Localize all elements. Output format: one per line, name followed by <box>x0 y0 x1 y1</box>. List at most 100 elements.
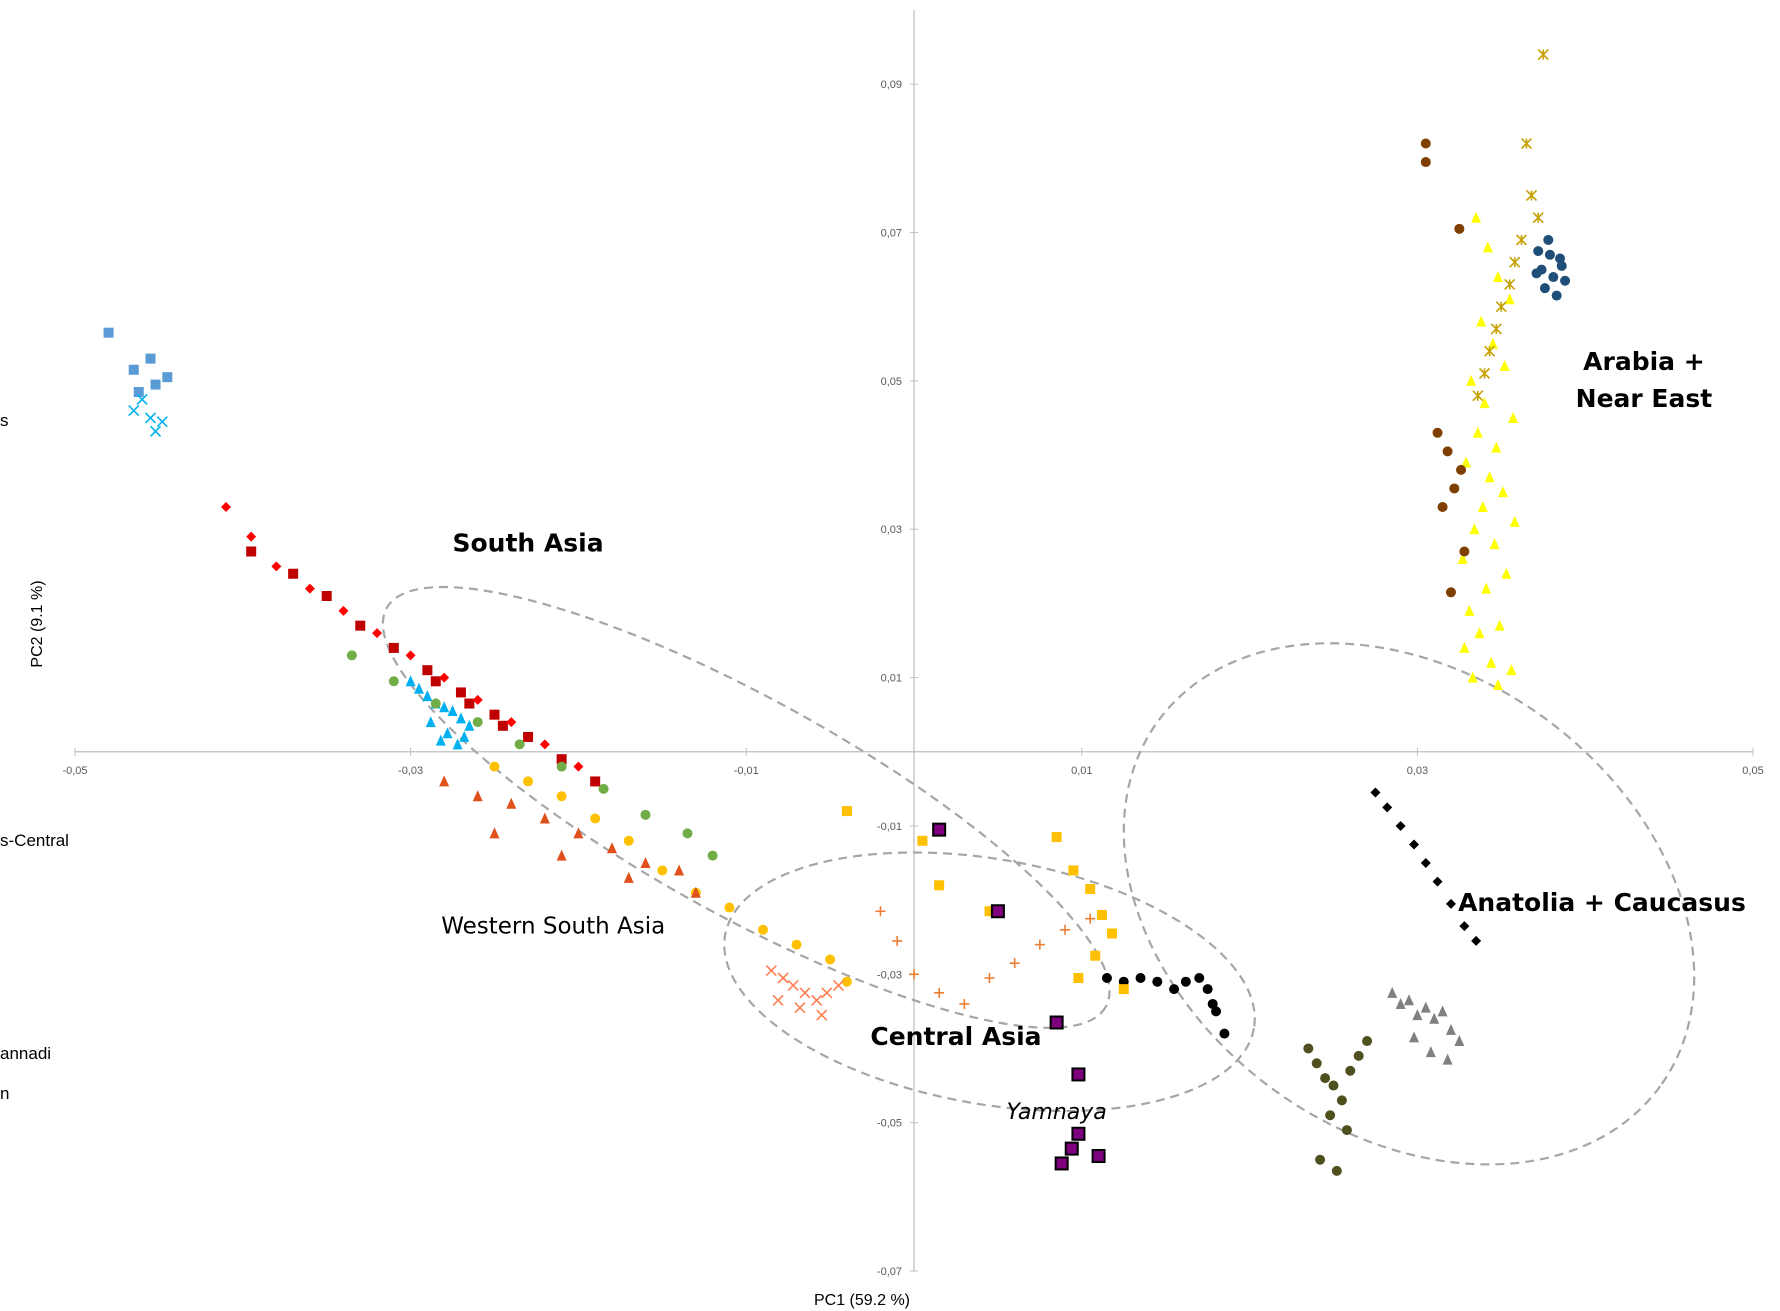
data-point <box>624 836 634 846</box>
data-point <box>985 973 995 983</box>
data-point <box>146 354 156 364</box>
annotation-label: Yamnaya <box>1006 1100 1106 1125</box>
data-point <box>825 954 835 964</box>
x-tick-label: 0,05 <box>1742 765 1763 777</box>
data-point <box>1438 502 1448 512</box>
data-point <box>773 995 783 1005</box>
data-point <box>246 546 256 556</box>
data-point <box>992 905 1004 917</box>
data-point <box>1496 302 1506 312</box>
data-point <box>523 732 533 742</box>
data-point <box>1501 568 1511 579</box>
data-point <box>515 739 525 749</box>
data-point <box>1500 360 1510 371</box>
data-point <box>1056 1157 1068 1169</box>
data-point <box>1478 501 1488 512</box>
data-point <box>1370 788 1380 798</box>
data-point <box>892 936 902 946</box>
ellipse-western-south-asia <box>334 514 1157 1101</box>
data-point <box>246 532 256 542</box>
data-point <box>1052 832 1062 842</box>
data-point <box>795 1003 805 1013</box>
annotation-label: South Asia <box>453 528 604 557</box>
data-point <box>792 940 802 950</box>
data-point <box>909 969 919 979</box>
data-point <box>590 814 600 824</box>
data-point <box>1072 1128 1084 1140</box>
data-point <box>817 1010 827 1020</box>
data-point <box>1454 224 1464 234</box>
region-annotations: South AsiaArabia +Near EastWestern South… <box>441 347 1746 1125</box>
data-point <box>1421 1002 1431 1013</box>
data-point <box>1471 212 1481 223</box>
data-point <box>1476 316 1486 327</box>
data-point <box>1303 1043 1313 1053</box>
data-point <box>1362 1036 1372 1046</box>
data-point <box>1404 994 1414 1005</box>
data-point <box>1552 291 1562 301</box>
legend-fragment-4: n <box>0 1084 9 1103</box>
data-point <box>1320 1073 1330 1083</box>
data-point <box>414 683 424 694</box>
data-point <box>641 810 651 820</box>
data-point <box>1459 546 1469 556</box>
data-point <box>1068 865 1078 875</box>
data-point <box>1107 928 1117 938</box>
x-axis-title: PC1 (59.2 %) <box>814 1292 910 1309</box>
data-point <box>1506 664 1516 675</box>
data-point <box>1454 1035 1464 1046</box>
data-point <box>1474 627 1484 638</box>
data-point <box>490 762 500 772</box>
data-point <box>1332 1166 1342 1176</box>
data-point <box>833 980 843 990</box>
data-point <box>1085 914 1095 924</box>
y-tick-label: 0,09 <box>881 79 902 91</box>
data-point <box>933 824 945 836</box>
data-point <box>1446 1024 1456 1035</box>
data-point <box>724 903 734 913</box>
data-point <box>355 621 365 631</box>
y-axis-title: PC2 (9.1 %) <box>29 580 46 667</box>
data-point <box>506 798 516 809</box>
data-point <box>641 857 651 868</box>
data-point <box>322 591 332 601</box>
data-point <box>540 813 550 824</box>
data-point <box>1329 1081 1339 1091</box>
data-point <box>822 988 832 998</box>
data-point <box>1548 272 1558 282</box>
data-point <box>557 850 567 861</box>
data-point <box>162 372 172 382</box>
data-point <box>1466 375 1476 386</box>
data-point <box>1540 283 1550 293</box>
data-point <box>1342 1125 1352 1135</box>
data-point <box>1443 1054 1453 1065</box>
data-point <box>1396 821 1406 831</box>
data-point <box>1426 1046 1436 1057</box>
data-point <box>1545 250 1555 260</box>
data-point <box>1483 241 1493 252</box>
data-points <box>104 50 1571 1176</box>
data-point <box>1354 1051 1364 1061</box>
data-point <box>1443 446 1453 456</box>
data-point <box>422 665 432 675</box>
data-point <box>1035 940 1045 950</box>
data-point <box>607 842 617 853</box>
data-point <box>305 584 315 594</box>
data-point <box>1136 973 1146 983</box>
data-point <box>338 606 348 616</box>
data-point <box>875 906 885 916</box>
data-point <box>1093 1150 1105 1162</box>
data-point <box>1051 1017 1063 1029</box>
data-point <box>347 650 357 660</box>
data-point <box>1480 368 1490 378</box>
data-point <box>439 775 449 786</box>
data-point <box>1421 139 1431 149</box>
data-point <box>1396 998 1406 1009</box>
data-point <box>1538 50 1548 60</box>
data-point <box>459 731 469 742</box>
data-point <box>657 865 667 875</box>
data-point <box>1446 899 1456 909</box>
data-point <box>1471 936 1481 946</box>
data-point <box>406 650 416 660</box>
